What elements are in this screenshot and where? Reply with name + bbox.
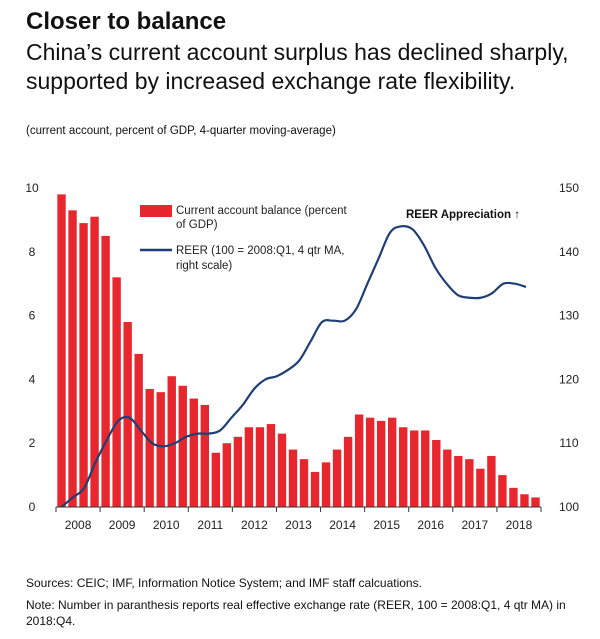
- chart-subtitle: China’s current account surplus has decl…: [26, 39, 569, 94]
- bar-2018Q2: [509, 487, 518, 507]
- bar-2012Q1: [233, 436, 243, 507]
- right-tick-150: 150: [559, 181, 579, 195]
- bar-2009Q3: [123, 321, 132, 507]
- bar-2015Q2: [376, 420, 386, 507]
- sources-note: Sources: CEIC; IMF, Information Notice S…: [26, 576, 422, 590]
- bar-2008Q3: [79, 223, 88, 507]
- bar-2016Q2: [421, 430, 430, 507]
- bar-2010Q3: [167, 376, 176, 507]
- bar-2009Q2: [112, 277, 121, 507]
- bar-2015Q4: [399, 427, 408, 507]
- reer-line: [60, 225, 527, 508]
- legend-line-label-1: REER (100 = 2008:Q1, 4 qtr MA,: [176, 245, 344, 257]
- x-tick-2017: 2017: [462, 518, 489, 532]
- bar-2014Q4: [354, 414, 364, 507]
- bar-2010Q2: [156, 392, 165, 507]
- x-tick-2016: 2016: [417, 518, 444, 532]
- bar-2013Q4: [310, 471, 320, 507]
- axes: 0 2 4 6 8 10 100 110 120 130 140 150 2008 2009 2010 201…: [25, 181, 579, 532]
- x-tick-2018: 2018: [506, 518, 533, 532]
- x-tick-2014: 2014: [329, 518, 356, 532]
- chart-title: Closer to balance: [26, 8, 227, 35]
- right-tick-100: 100: [559, 500, 579, 514]
- bar-2011Q3: [211, 452, 221, 507]
- bar-2014Q1: [321, 462, 331, 507]
- right-tick-140: 140: [559, 245, 579, 259]
- bar-2008Q2: [68, 210, 77, 507]
- x-tick-2011: 2011: [197, 518, 223, 532]
- right-tick-130: 130: [559, 309, 579, 323]
- unit-note: (current account, percent of GDP, 4-quar…: [26, 125, 336, 137]
- bar-series: [57, 194, 540, 507]
- bar-2014Q3: [343, 436, 353, 507]
- legend-bar-label-1: Current account balance (percent: [176, 205, 347, 217]
- bar-2011Q1: [189, 398, 198, 507]
- bar-2015Q1: [365, 417, 375, 507]
- chart-area: 0 2 4 6 8 10 100 110 120 130 140 150 2008 2009 2010 201…: [25, 181, 579, 532]
- bar-2012Q4: [266, 424, 276, 507]
- bar-2017Q1: [454, 455, 463, 507]
- bar-2018Q1: [498, 475, 507, 507]
- bar-2015Q3: [388, 417, 397, 507]
- bar-2016Q3: [432, 440, 441, 507]
- bar-2012Q3: [255, 427, 265, 507]
- right-tick-110: 110: [559, 436, 578, 450]
- bar-2017Q2: [465, 459, 474, 507]
- legend-line-label-2: right scale): [176, 260, 232, 272]
- bar-2010Q4: [178, 385, 187, 507]
- bar-2008Q1: [57, 194, 66, 507]
- bar-2014Q2: [332, 449, 342, 507]
- bar-2012Q2: [244, 427, 254, 507]
- left-tick-6: 6: [29, 309, 36, 323]
- right-tick-120: 120: [559, 372, 579, 386]
- x-tick-2013: 2013: [285, 518, 312, 532]
- x-tick-2009: 2009: [109, 518, 136, 532]
- left-tick-4: 4: [29, 372, 36, 386]
- bar-2011Q4: [222, 443, 232, 507]
- footnote: Note: Number in paranthesis reports real…: [26, 598, 566, 628]
- left-tick-8: 8: [29, 245, 36, 259]
- legend: Current account balance (percent of GDP)…: [140, 205, 347, 272]
- left-tick-10: 10: [25, 181, 39, 195]
- bar-2010Q1: [145, 388, 154, 507]
- bar-2018Q4: [531, 497, 540, 507]
- bar-2016Q4: [443, 449, 452, 507]
- bar-2017Q4: [487, 455, 496, 507]
- bar-2017Q3: [476, 468, 485, 507]
- x-tick-2015: 2015: [373, 518, 400, 532]
- left-tick-0: 0: [29, 500, 36, 514]
- left-tick-2: 2: [29, 436, 36, 450]
- bar-2016Q1: [410, 430, 419, 507]
- bar-2013Q3: [299, 459, 309, 507]
- reer-annotation: REER Appreciation ↑: [406, 209, 520, 221]
- x-tick-2008: 2008: [65, 518, 92, 532]
- legend-bar-label-2: of GDP): [176, 219, 218, 231]
- bar-2009Q1: [101, 235, 110, 507]
- legend-bar-swatch: [140, 205, 172, 217]
- x-tick-2012: 2012: [241, 518, 268, 532]
- bar-2013Q1: [277, 433, 287, 507]
- bar-2011Q2: [200, 404, 209, 507]
- bar-2008Q4: [90, 216, 99, 507]
- bar-2013Q2: [288, 449, 298, 507]
- bar-2009Q4: [134, 353, 143, 507]
- x-tick-2010: 2010: [153, 518, 180, 532]
- bar-2018Q3: [520, 494, 529, 507]
